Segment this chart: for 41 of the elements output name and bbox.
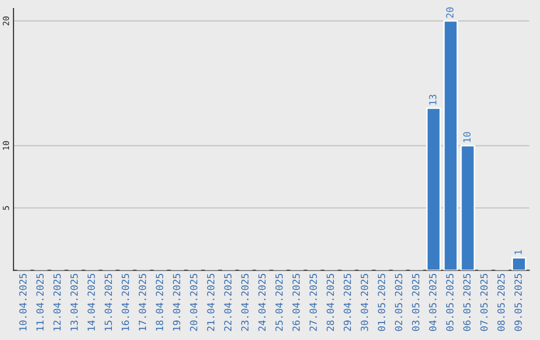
x-tick-label: 22.04.2025	[224, 274, 232, 331]
x-tick-label: 19.04.2025	[172, 274, 180, 330]
y-tick-label: 10	[2, 141, 10, 150]
bar	[443, 20, 458, 270]
bar	[460, 144, 476, 270]
x-tick-label: 26.04.2025	[292, 274, 300, 331]
x-tick-label: 18.04.2025	[156, 274, 164, 330]
x-tick-label: 03.05.2025	[412, 274, 420, 331]
bar	[512, 257, 526, 270]
x-tick-label: 10.04.2025	[19, 274, 27, 330]
x-tick-label: 29.04.2025	[344, 274, 352, 331]
x-tick-label: 13.04.2025	[70, 274, 78, 330]
x-tick-label: 08.05.2025	[497, 274, 505, 331]
y-tick-label: 5	[2, 206, 10, 210]
x-tick-label: 21.04.2025	[207, 274, 214, 331]
data-label: 10	[463, 132, 471, 142]
x-tick-label: 28.04.2025	[326, 274, 334, 331]
data-label: 13	[429, 94, 436, 105]
x-tick-label: 17.04.2025	[138, 274, 146, 330]
x-tick-label: 23.04.2025	[241, 274, 249, 331]
x-tick-label: 14.04.2025	[88, 274, 95, 330]
x-tick-label: 16.04.2025	[122, 274, 130, 330]
x-tick-label: 30.04.2025	[360, 274, 368, 331]
x-tick-label: 04.05.2025	[429, 274, 436, 331]
x-tick-label: 06.05.2025	[463, 274, 471, 331]
x-tick-label: 02.05.2025	[394, 274, 402, 331]
x-tick-label: 24.04.2025	[258, 274, 266, 331]
x-tick-label: 27.04.2025	[310, 274, 317, 331]
x-tick-label: 07.05.2025	[480, 274, 488, 331]
x-tick-label: 15.04.2025	[104, 274, 112, 330]
bar	[426, 108, 441, 270]
data-label: 1	[514, 250, 522, 254]
y-tick-label: 20	[2, 16, 10, 26]
x-tick-label: 09.05.2025	[514, 274, 522, 331]
x-tick-label: 05.05.2025	[446, 274, 454, 331]
x-tick-label: 01.05.2025	[378, 274, 386, 331]
x-tick-label: 11.04.2025	[36, 274, 44, 330]
x-tick-label: 20.04.2025	[190, 274, 198, 331]
x-tick-label: 12.04.2025	[53, 274, 61, 330]
x-tick-label: 25.04.2025	[275, 274, 283, 331]
data-label: 20	[446, 7, 454, 18]
